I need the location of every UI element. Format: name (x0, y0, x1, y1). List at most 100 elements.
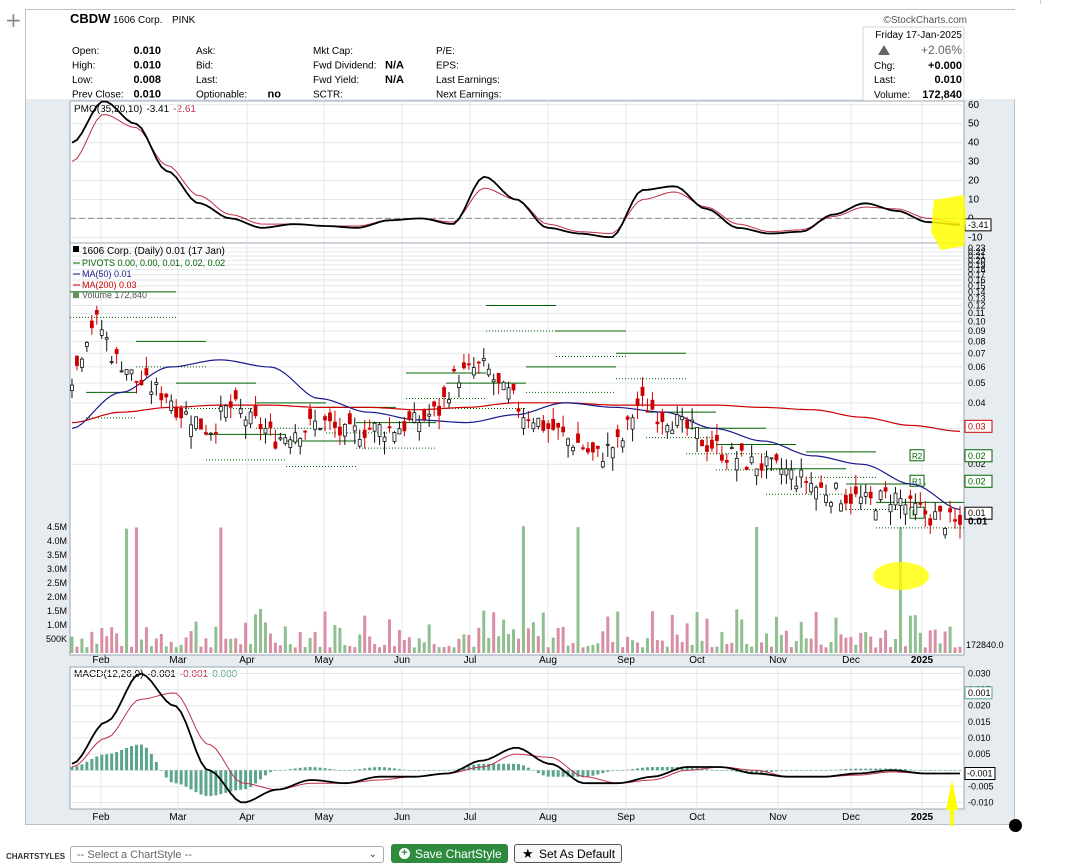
r2-tag (964, 449, 993, 463)
candle-body (556, 423, 561, 428)
volume-bar (839, 634, 843, 653)
volume-bar (760, 642, 764, 653)
macd-histogram-bar (273, 770, 277, 771)
price-legend-title: 1606 Corp. (Daily) 0.01 (17 Jan) (82, 246, 225, 257)
macd-histogram-bar (769, 770, 773, 772)
candle-body (640, 386, 645, 396)
candle-body (858, 496, 863, 504)
volume-bar (864, 631, 868, 653)
macd-histogram-bar (139, 744, 143, 771)
macd-tick-label: -0.010 (968, 798, 994, 808)
candle-body (218, 406, 223, 412)
quote-col3-value: N/A (385, 74, 404, 86)
macd-histogram-bar (908, 769, 912, 771)
volume-bar (259, 608, 263, 653)
candle-body (268, 421, 273, 428)
chevron-down-icon: ⌄ (368, 849, 377, 860)
volume-bar (387, 619, 391, 653)
volume-tick-label: 500K (46, 634, 67, 644)
volume-bar (819, 644, 823, 653)
change-percent: +2.06% (921, 43, 962, 57)
candle-body (769, 457, 774, 460)
volume-bar (263, 622, 267, 653)
macd-histogram-bar (487, 763, 491, 771)
macd-histogram-bar (383, 767, 387, 771)
candle-body (754, 468, 759, 477)
x-axis-label: Feb (92, 655, 110, 666)
macd-histogram-bar (601, 770, 605, 774)
candle-body (531, 422, 536, 430)
candle-body (204, 432, 208, 435)
x-axis-label: Nov (769, 812, 787, 823)
candle-body (948, 508, 952, 513)
candle-body (829, 502, 833, 507)
candle-body (248, 411, 253, 425)
macd-histogram-bar (730, 770, 734, 772)
x-axis-label: 2025 (911, 655, 934, 666)
candle-body (605, 443, 610, 446)
volume-bar (953, 647, 957, 653)
price-tick-label: 0.19 (968, 260, 986, 270)
volume-bar (903, 646, 907, 653)
volume-bar (720, 631, 724, 653)
candle-body (853, 486, 858, 495)
macd-histogram-bar (149, 754, 153, 771)
candle-body (908, 495, 913, 499)
candle-body (362, 429, 367, 438)
add-icon[interactable]: + (5, 8, 22, 32)
x-axis-label: Oct (689, 655, 705, 666)
volume-bar (378, 647, 382, 653)
macd-histogram-bar (224, 770, 228, 793)
candle-body (466, 363, 471, 366)
chartstyle-select[interactable]: -- Select a ChartStyle -- ⌄ (70, 846, 384, 863)
candle-body (670, 429, 675, 435)
volume-bar (854, 644, 858, 653)
candle-body (843, 495, 848, 504)
x-axis-label: Sep (617, 812, 635, 823)
volume-bar (209, 647, 213, 653)
candle-body (729, 447, 734, 449)
quote-date: Friday 17-Jan-2025 (875, 30, 962, 41)
volume-bar (90, 631, 94, 653)
price-tick-label: 0.06 (968, 362, 986, 372)
volume-bar (437, 647, 441, 653)
volume-bar (219, 527, 223, 653)
candle-body (873, 510, 878, 521)
macd-histogram-bar (884, 768, 888, 771)
macd-tick-label: 0.020 (968, 701, 991, 711)
macd-histogram-bar (328, 768, 332, 771)
copyright: ©StockCharts.com (883, 15, 967, 26)
last-label: Last: (874, 75, 896, 86)
macd-histogram-bar (164, 770, 168, 778)
set-default-button[interactable]: ★ Set As Default (514, 844, 622, 863)
volume-bar (631, 640, 635, 653)
company-name: 1606 Corp. (113, 15, 162, 26)
candle-body (323, 416, 327, 421)
x-axis-label: Apr (239, 812, 255, 823)
price-tick-label: 0.23 (968, 243, 986, 253)
macd-histogram-bar (368, 767, 372, 771)
macd-histogram-bar (794, 770, 798, 771)
save-chartstyle-button[interactable]: + Save ChartStyle (391, 844, 508, 863)
pmo-tick-label: -10 (968, 232, 983, 243)
volume-bar (918, 632, 922, 653)
macd-histogram-bar (710, 769, 714, 771)
macd-histogram-bar (760, 770, 764, 774)
volume-bar (363, 615, 367, 653)
volume-bar (943, 631, 947, 653)
pmo-tick-label: 50 (968, 119, 980, 130)
macd-histogram-bar (809, 770, 813, 771)
volume-bar (278, 645, 282, 653)
volume-bar (85, 647, 89, 653)
candle-body (645, 410, 650, 413)
volume-bar (660, 640, 664, 653)
volume-bar (541, 612, 545, 653)
macd-histogram-bar (502, 763, 506, 771)
candle-body (888, 503, 893, 513)
x-axis-label: Mar (169, 655, 187, 666)
chart-frame: CBDW 1606 Corp. PINK ©StockCharts.com Op… (25, 9, 1016, 826)
candle-body (104, 337, 109, 340)
volume-bar (467, 634, 471, 653)
candle-body (392, 432, 397, 442)
pmo-tick-label: 20 (968, 176, 980, 187)
